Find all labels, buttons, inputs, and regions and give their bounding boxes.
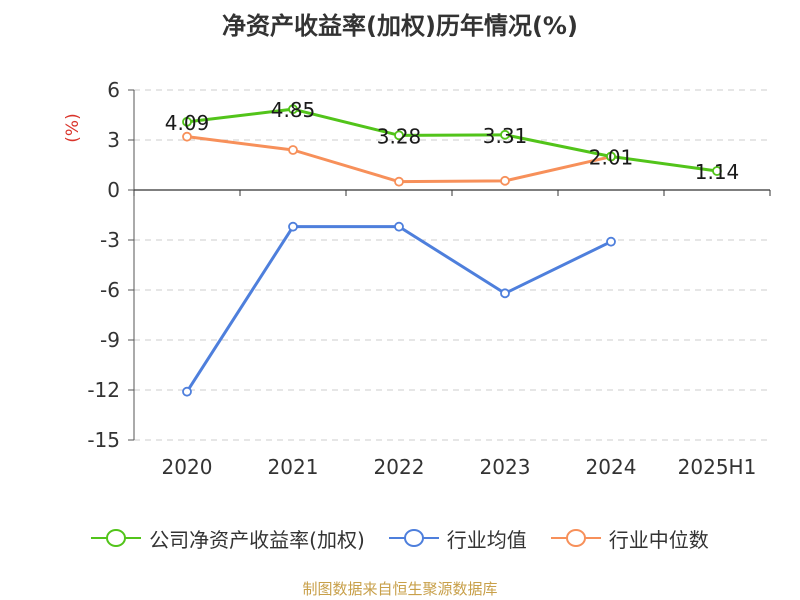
- legend-marker-icon: [550, 528, 601, 548]
- data-label: 4.09: [165, 111, 210, 135]
- data-point: [394, 130, 404, 141]
- series-layer: [182, 104, 722, 397]
- data-label: 1.14: [695, 160, 740, 184]
- x-tick-label: 2023: [480, 455, 531, 479]
- data-point: [182, 386, 192, 397]
- data-label: 3.28: [377, 124, 422, 148]
- data-point: [182, 116, 192, 127]
- data-point: [182, 131, 192, 142]
- legend-marker-icon: [388, 528, 439, 548]
- legend-marker-icon: [91, 528, 142, 548]
- data-point: [288, 221, 298, 232]
- data-point: [712, 166, 722, 176]
- series-line: [185, 225, 612, 393]
- data-point: [394, 176, 404, 187]
- data-point: [500, 175, 510, 186]
- axis-layer: 6 3 0 -3 -6 -9 -12 -15 2020 2021 2022 2023 2024 2025H…: [63, 78, 771, 479]
- data-point: [500, 129, 510, 140]
- legend-label: 公司净资产收益率(加权): [149, 527, 365, 552]
- grid-layer: [134, 89, 770, 441]
- legend-item[interactable]: 公司净资产收益率(加权): [91, 524, 365, 553]
- data-label: 4.85: [271, 98, 316, 122]
- legend-item[interactable]: 行业中位数: [550, 524, 709, 553]
- x-tick-label: 2022: [374, 455, 425, 479]
- data-point: [394, 221, 404, 232]
- series-line: [186, 107, 718, 173]
- data-point: [500, 288, 510, 299]
- data-point: [288, 104, 298, 115]
- y-tick-label: -12: [87, 378, 120, 402]
- y-tick-label: 3: [107, 128, 120, 152]
- x-tick-label: 2020: [162, 455, 213, 479]
- data-point: [606, 151, 616, 162]
- y-tick-label: -3: [100, 228, 120, 252]
- x-tick-label: 2025H1: [678, 455, 757, 479]
- line-chart: 6 3 0 -3 -6 -9 -12 -15 2020 2021 2022 2023 2024 2025H…: [63, 78, 771, 479]
- legend-label: 行业中位数: [608, 527, 709, 552]
- data-label-layer: 4.09 4.85 3.28 3.31 2.01 1.14: [165, 98, 740, 184]
- x-tick-label: 2024: [586, 455, 637, 479]
- data-point: [606, 236, 616, 247]
- y-tick-label: -15: [87, 428, 120, 452]
- data-label: 3.31: [483, 124, 528, 148]
- legend: 公司净资产收益率(加权) 行业均值 行业中位数: [0, 520, 800, 556]
- y-axis-label: (%): [63, 113, 83, 142]
- x-tick-label: 2021: [268, 455, 319, 479]
- y-tick-label: -6: [100, 278, 120, 302]
- legend-item[interactable]: 行业均值: [388, 524, 527, 553]
- data-label: 2.01: [589, 146, 634, 170]
- chart-title: 净资产收益率(加权)历年情况(%): [222, 12, 578, 40]
- legend-label: 行业均值: [446, 527, 527, 552]
- data-point: [288, 145, 298, 155]
- y-tick-label: 0: [107, 178, 120, 202]
- source-note: 制图数据来自恒生聚源数据库: [302, 580, 498, 598]
- y-tick-label: -9: [100, 328, 120, 352]
- y-tick-label: 6: [107, 78, 120, 102]
